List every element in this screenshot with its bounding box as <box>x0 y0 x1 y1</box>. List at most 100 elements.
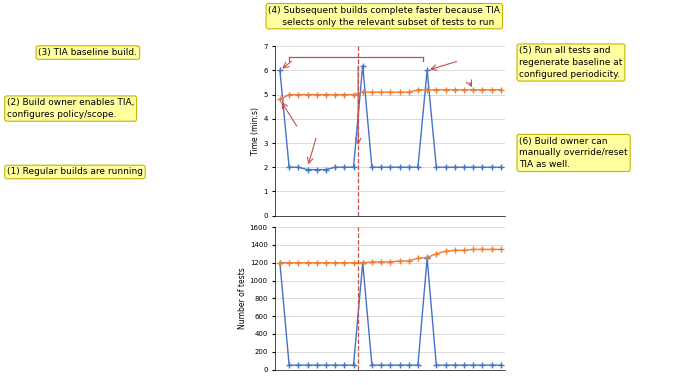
Build Time - TIA <box>312 167 321 172</box>
Tests Run - TIA <box>331 363 339 367</box>
Text: (2) Build owner enables TIA,
configures policy/scope.: (2) Build owner enables TIA, configures … <box>7 98 135 119</box>
Line: Tests Run - Regular: Tests Run - Regular <box>277 247 503 266</box>
Tests Run - Regular <box>349 260 358 265</box>
Build Time - TIA <box>276 68 284 73</box>
Tests Run - Regular <box>358 260 367 265</box>
Build Time - Regular <box>349 92 358 97</box>
Tests Run - Regular <box>322 260 330 265</box>
Line: Build Time - Regular: Build Time - Regular <box>277 87 503 102</box>
Tests Run - Regular <box>294 260 302 265</box>
Tests Run - TIA <box>276 260 284 265</box>
Tests Run - Regular <box>460 248 468 253</box>
Tests Run - TIA <box>395 363 404 367</box>
Tests Run - TIA <box>358 260 367 265</box>
Line: Build Time - TIA: Build Time - TIA <box>277 63 503 172</box>
Tests Run - Regular <box>414 256 422 261</box>
Tests Run - Regular <box>303 260 312 265</box>
Build Time - Regular <box>294 92 302 97</box>
Build Time - TIA <box>395 165 404 169</box>
Build Time - TIA <box>294 165 302 169</box>
Build Time - TIA <box>432 165 441 169</box>
Build Time - TIA <box>450 165 459 169</box>
Tests Run - TIA <box>423 256 431 261</box>
Build Time - Regular <box>322 92 330 97</box>
Tests Run - TIA <box>322 363 330 367</box>
Tests Run - TIA <box>386 363 395 367</box>
Tests Run - TIA <box>377 363 385 367</box>
Build Time - TIA <box>358 63 367 68</box>
Tests Run - Regular <box>432 251 441 256</box>
Build Time - TIA <box>303 167 312 172</box>
Tests Run - Regular <box>285 260 293 265</box>
Build Time - Regular <box>441 87 450 92</box>
Tests Run - Regular <box>377 259 385 264</box>
Build Time - TIA <box>496 165 505 169</box>
Y-axis label: Number of tests: Number of tests <box>238 268 247 329</box>
Build Time - Regular <box>423 87 431 92</box>
Build Time - Regular <box>478 87 487 92</box>
Build Time - Regular <box>432 87 441 92</box>
Build Time - TIA <box>414 165 422 169</box>
Tests Run - Regular <box>478 247 487 252</box>
Tests Run - TIA <box>450 363 459 367</box>
Tests Run - Regular <box>368 259 376 264</box>
Tests Run - Regular <box>496 247 505 252</box>
Text: (6) Build owner can
manually override/reset
TIA as well.: (6) Build owner can manually override/re… <box>519 137 628 169</box>
Tests Run - Regular <box>331 260 339 265</box>
Tests Run - TIA <box>414 363 422 367</box>
Build Time - Regular <box>469 87 477 92</box>
Build Time - Regular <box>285 92 293 97</box>
Tests Run - TIA <box>294 363 302 367</box>
Build Time - Regular <box>496 87 505 92</box>
Tests Run - TIA <box>404 363 413 367</box>
Text: (4) Subsequent builds complete faster because TIA
     selects only the relevant: (4) Subsequent builds complete faster be… <box>268 6 500 27</box>
Build Time - TIA <box>423 68 431 73</box>
Build Time - Regular <box>460 87 468 92</box>
Tests Run - TIA <box>469 363 477 367</box>
Tests Run - TIA <box>312 363 321 367</box>
Text: (1) Regular builds are running: (1) Regular builds are running <box>7 167 143 176</box>
Y-axis label: Time (min:s): Time (min:s) <box>252 107 261 155</box>
Build Time - Regular <box>303 92 312 97</box>
Tests Run - Regular <box>487 247 496 252</box>
Build Time - Regular <box>312 92 321 97</box>
Build Time - Regular <box>331 92 339 97</box>
Build Time - TIA <box>487 165 496 169</box>
Tests Run - TIA <box>340 363 348 367</box>
Build Time - TIA <box>285 165 293 169</box>
Build Time - TIA <box>377 165 385 169</box>
Build Time - TIA <box>340 165 348 169</box>
Legend: Build Time - TIA, Build Time - Regular: Build Time - TIA, Build Time - Regular <box>305 238 475 249</box>
Tests Run - Regular <box>395 259 404 263</box>
Tests Run - Regular <box>404 259 413 263</box>
Tests Run - TIA <box>368 363 376 367</box>
Build Time - Regular <box>377 90 385 94</box>
Build Time - Regular <box>487 87 496 92</box>
Text: (5) Run all tests and
regenerate baseline at
configured periodicity.: (5) Run all tests and regenerate baselin… <box>519 46 622 79</box>
Build Time - TIA <box>322 167 330 172</box>
Tests Run - Regular <box>441 249 450 253</box>
Build Time - TIA <box>460 165 468 169</box>
Build Time - Regular <box>404 90 413 94</box>
Build Time - TIA <box>368 165 376 169</box>
Tests Run - TIA <box>487 363 496 367</box>
Text: (3) TIA baseline build.: (3) TIA baseline build. <box>38 48 137 57</box>
Build Time - TIA <box>349 165 358 169</box>
Build Time - Regular <box>368 90 376 94</box>
Tests Run - Regular <box>450 248 459 253</box>
Build Time - TIA <box>441 165 450 169</box>
Tests Run - Regular <box>340 260 348 265</box>
Tests Run - TIA <box>285 363 293 367</box>
Build Time - Regular <box>340 92 348 97</box>
Tests Run - TIA <box>478 363 487 367</box>
Build Time - TIA <box>478 165 487 169</box>
Tests Run - TIA <box>460 363 468 367</box>
Tests Run - TIA <box>349 363 358 367</box>
Tests Run - TIA <box>303 363 312 367</box>
Build Time - Regular <box>358 90 367 94</box>
Tests Run - Regular <box>276 260 284 265</box>
Build Time - Regular <box>414 87 422 92</box>
Tests Run - TIA <box>441 363 450 367</box>
Tests Run - Regular <box>469 247 477 252</box>
Tests Run - TIA <box>432 363 441 367</box>
